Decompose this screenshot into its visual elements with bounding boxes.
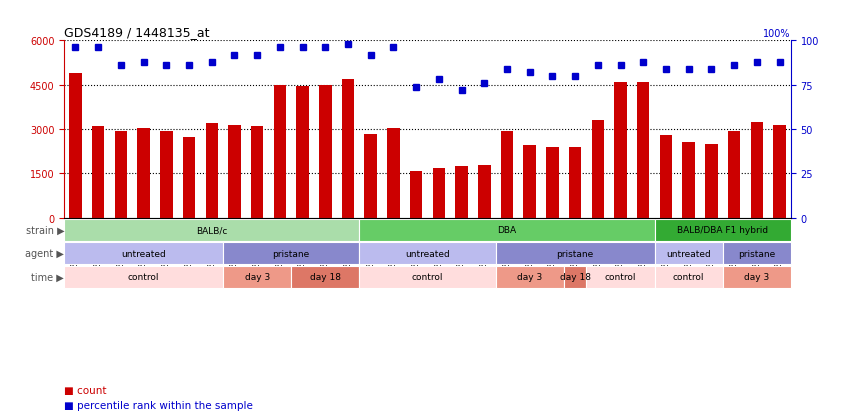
Bar	[456, 167, 468, 218]
Bar	[228, 126, 241, 218]
Text: ■ count: ■ count	[64, 385, 107, 395]
Text: DBA: DBA	[498, 225, 516, 235]
FancyBboxPatch shape	[496, 266, 563, 288]
FancyBboxPatch shape	[64, 266, 223, 288]
Bar	[410, 171, 422, 218]
Bar	[614, 83, 627, 218]
FancyBboxPatch shape	[64, 219, 359, 241]
Bar	[501, 131, 513, 218]
Bar	[387, 128, 399, 218]
Text: untreated: untreated	[405, 249, 450, 258]
Bar	[364, 134, 377, 218]
Bar	[138, 128, 150, 218]
Text: control: control	[604, 273, 636, 282]
Bar	[705, 145, 717, 218]
Text: time ▶: time ▶	[32, 272, 64, 282]
Bar	[478, 165, 491, 218]
Bar	[92, 127, 104, 218]
Bar	[342, 80, 354, 218]
FancyBboxPatch shape	[223, 266, 292, 288]
FancyBboxPatch shape	[359, 219, 655, 241]
Text: control: control	[412, 273, 443, 282]
FancyBboxPatch shape	[563, 266, 587, 288]
FancyBboxPatch shape	[722, 243, 791, 265]
Bar	[69, 74, 82, 218]
Bar	[682, 143, 695, 218]
Bar	[297, 87, 309, 218]
Bar	[592, 121, 604, 218]
FancyBboxPatch shape	[655, 266, 722, 288]
Text: day 3: day 3	[245, 273, 270, 282]
Bar	[319, 85, 332, 218]
Text: day 3: day 3	[744, 273, 770, 282]
Text: BALB/c: BALB/c	[196, 225, 227, 235]
Bar	[728, 131, 740, 218]
FancyBboxPatch shape	[722, 266, 791, 288]
Bar	[115, 131, 127, 218]
FancyBboxPatch shape	[655, 243, 722, 265]
Text: pristane: pristane	[738, 249, 775, 258]
Text: BALB/DBA F1 hybrid: BALB/DBA F1 hybrid	[677, 225, 769, 235]
Text: GDS4189 / 1448135_at: GDS4189 / 1448135_at	[64, 26, 209, 39]
FancyBboxPatch shape	[496, 243, 655, 265]
Bar	[773, 126, 786, 218]
Text: day 18: day 18	[560, 273, 591, 282]
Bar	[274, 85, 286, 218]
FancyBboxPatch shape	[223, 243, 359, 265]
FancyBboxPatch shape	[359, 266, 496, 288]
Text: pristane: pristane	[557, 249, 593, 258]
Bar	[546, 147, 558, 218]
Text: ■ percentile rank within the sample: ■ percentile rank within the sample	[64, 400, 253, 410]
Bar	[251, 127, 263, 218]
Text: untreated: untreated	[666, 249, 711, 258]
Bar	[205, 124, 218, 218]
Bar	[183, 137, 195, 218]
FancyBboxPatch shape	[292, 266, 359, 288]
Text: 100%: 100%	[764, 28, 791, 38]
Text: untreated: untreated	[121, 249, 166, 258]
FancyBboxPatch shape	[587, 266, 655, 288]
Text: control: control	[128, 273, 159, 282]
Text: control: control	[673, 273, 705, 282]
Text: day 18: day 18	[310, 273, 341, 282]
FancyBboxPatch shape	[655, 219, 791, 241]
Text: pristane: pristane	[273, 249, 310, 258]
Bar	[660, 136, 672, 218]
Bar	[433, 168, 445, 218]
Text: day 3: day 3	[517, 273, 542, 282]
Bar	[523, 146, 536, 218]
Text: agent ▶: agent ▶	[26, 249, 64, 259]
FancyBboxPatch shape	[64, 243, 223, 265]
Bar	[751, 122, 763, 218]
Bar	[160, 131, 173, 218]
Bar	[569, 147, 581, 218]
FancyBboxPatch shape	[359, 243, 496, 265]
Text: strain ▶: strain ▶	[26, 225, 64, 235]
Bar	[637, 83, 650, 218]
